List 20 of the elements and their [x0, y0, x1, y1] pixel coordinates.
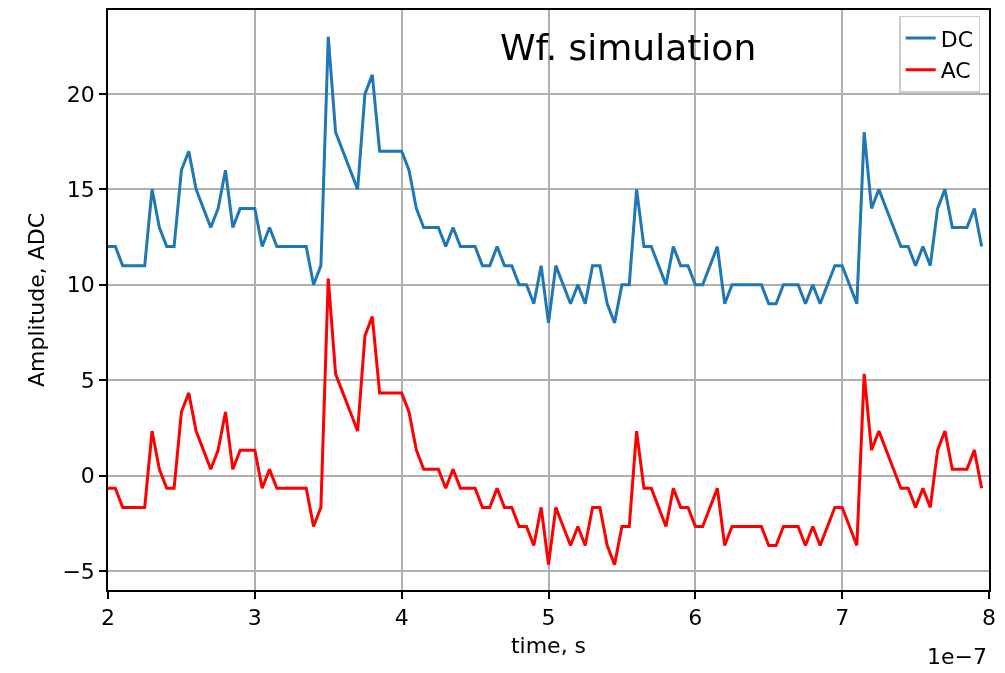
legend-label: DC	[940, 26, 973, 52]
y-tick-label: 15	[66, 177, 95, 203]
y-tick-label: 5	[80, 367, 95, 393]
y-tick-label: −5	[62, 558, 95, 584]
x-tick-label: 4	[394, 605, 409, 631]
text: Wf. simulation	[500, 27, 757, 68]
x-axis-title: time, s	[510, 632, 587, 658]
x-tick-label: 8	[982, 605, 996, 631]
x-tick-label: 5	[541, 605, 556, 631]
y-axis-title: Amplitude, ADC	[23, 212, 49, 388]
x-tick-label: 2	[101, 605, 115, 631]
y-tick-label: 0	[80, 463, 95, 489]
x-tick-label: 6	[688, 605, 703, 631]
y-tick-label: 20	[66, 81, 95, 107]
legend-label: AC	[940, 58, 971, 84]
x-tick-label: 7	[835, 605, 850, 631]
line-series	[108, 276, 984, 567]
x-tick-label: 3	[247, 605, 262, 631]
y-tick-label: 10	[66, 272, 95, 298]
text: 1e−7	[927, 644, 987, 669]
